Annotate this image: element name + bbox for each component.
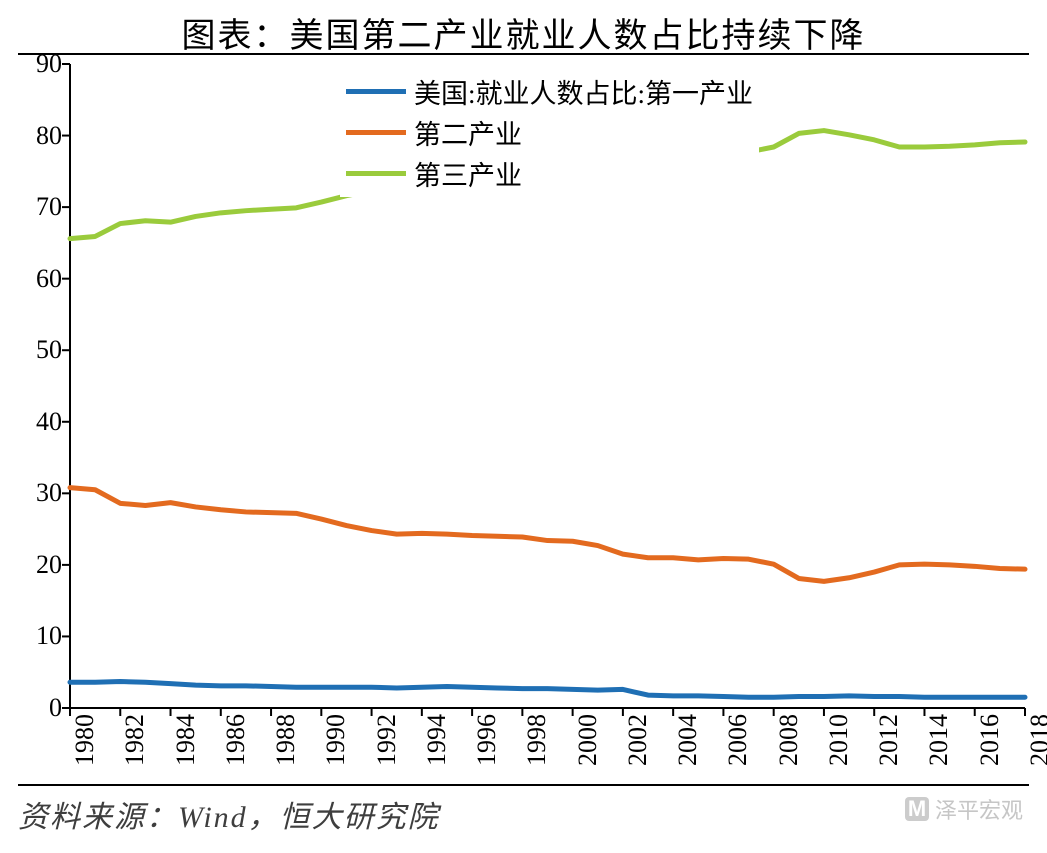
legend-label: 第三产业 — [414, 154, 522, 193]
x-tick-label: 2002 — [623, 714, 653, 766]
x-tick-label: 2008 — [774, 714, 804, 766]
y-tick-label: 50 — [36, 335, 62, 365]
y-tick-label: 20 — [36, 550, 62, 580]
legend-label: 美国:就业人数占比:第一产业 — [414, 72, 753, 111]
y-tick-label: 30 — [36, 478, 62, 508]
x-tick-label: 2012 — [874, 714, 904, 766]
x-tick-label: 1998 — [522, 714, 552, 766]
x-tick-label: 2016 — [975, 714, 1005, 766]
y-tick-label: 60 — [36, 264, 62, 294]
wechat-icon: M — [905, 797, 929, 821]
x-tick-label: 2004 — [673, 714, 703, 766]
y-tick-label: 80 — [36, 121, 62, 151]
x-tick-label: 1984 — [171, 714, 201, 766]
x-tick-label: 1982 — [120, 714, 150, 766]
watermark: M 泽平宏观 — [905, 793, 1023, 825]
x-tick-label: 2018 — [1025, 714, 1047, 766]
source-text: 资料来源：Wind，恒大研究院 — [18, 792, 440, 836]
x-tick-label: 1992 — [372, 714, 402, 766]
x-tick-label: 1996 — [472, 714, 502, 766]
legend-label: 第二产业 — [414, 113, 522, 152]
legend-item: 第三产业 — [346, 154, 753, 193]
x-tick-label: 1980 — [70, 714, 100, 766]
title-rule-bottom — [18, 784, 1029, 786]
y-tick-label: 40 — [36, 407, 62, 437]
x-tick-label: 1988 — [271, 714, 301, 766]
legend-item: 第二产业 — [346, 113, 753, 152]
y-tick-label: 0 — [49, 693, 62, 723]
y-tick-label: 10 — [36, 621, 62, 651]
x-tick-label: 1986 — [221, 714, 251, 766]
chart-figure: 图表：美国第二产业就业人数占比持续下降 0102030405060708090 … — [0, 0, 1047, 853]
x-tick-label: 2006 — [723, 714, 753, 766]
legend-swatch — [346, 171, 406, 176]
y-tick-label: 90 — [36, 49, 62, 79]
y-tick-label: 70 — [36, 192, 62, 222]
chart-title: 图表：美国第二产业就业人数占比持续下降 — [0, 8, 1047, 57]
x-tick-label: 2000 — [573, 714, 603, 766]
watermark-label: 泽平宏观 — [935, 793, 1023, 825]
x-tick-label: 1990 — [321, 714, 351, 766]
legend-swatch — [346, 89, 406, 94]
line-chart: 0102030405060708090 19801982198419861988… — [70, 64, 1025, 708]
legend: 美国:就业人数占比:第一产业第二产业第三产业 — [340, 68, 759, 197]
legend-item: 美国:就业人数占比:第一产业 — [346, 72, 753, 111]
x-tick-label: 2010 — [824, 714, 854, 766]
legend-swatch — [346, 130, 406, 135]
x-tick-label: 1994 — [422, 714, 452, 766]
x-tick-label: 2014 — [924, 714, 954, 766]
title-rule-top — [18, 53, 1029, 55]
